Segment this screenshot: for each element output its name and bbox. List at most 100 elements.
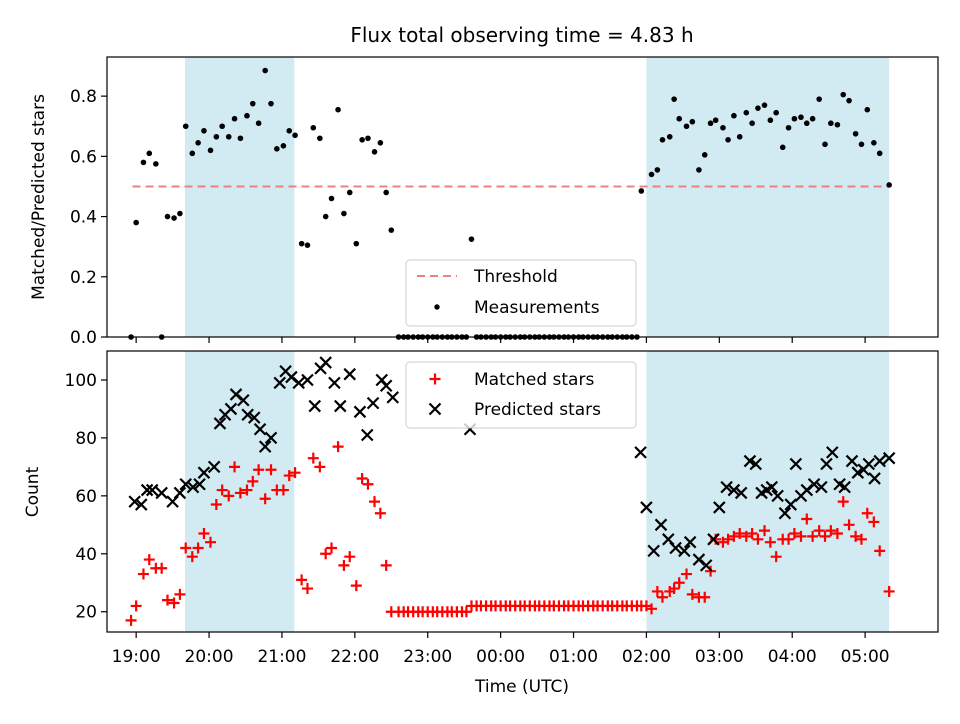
measurement-point bbox=[816, 96, 822, 102]
predicted-point bbox=[134, 498, 148, 511]
matched-point bbox=[699, 591, 711, 603]
matched-point bbox=[174, 588, 186, 600]
measurement-point bbox=[871, 140, 877, 146]
predicted-points bbox=[128, 356, 896, 572]
measurement-point bbox=[809, 115, 816, 122]
measurement-point bbox=[255, 120, 262, 127]
legend-measurement-swatch bbox=[434, 304, 440, 310]
measurement-point bbox=[712, 117, 719, 124]
measurement-point bbox=[317, 135, 323, 142]
top-x-ticks bbox=[135, 337, 866, 343]
measurement-point bbox=[749, 120, 755, 127]
top-y-ticks: 0.0 0.2 0.4 0.6 0.8 bbox=[70, 87, 107, 348]
measurement-point bbox=[201, 127, 207, 134]
predicted-point bbox=[654, 518, 668, 532]
matched-point bbox=[265, 464, 277, 476]
predicted-point bbox=[264, 431, 278, 445]
matched-point bbox=[673, 577, 685, 589]
legend-measurement-label: Measurements bbox=[474, 298, 600, 318]
x-tick-label: 22:00 bbox=[330, 647, 379, 667]
matched-point bbox=[874, 545, 886, 557]
measurement-point bbox=[146, 150, 153, 157]
legend-predicted-label: Predicted stars bbox=[474, 400, 601, 420]
bottom-legend-box bbox=[405, 361, 637, 429]
predicted-point bbox=[145, 483, 159, 497]
matched-point bbox=[788, 528, 800, 540]
predicted-point bbox=[308, 399, 322, 413]
matched-point bbox=[795, 530, 807, 542]
matched-point bbox=[289, 467, 301, 479]
measurement-point bbox=[249, 100, 256, 107]
matched-point bbox=[369, 496, 381, 508]
matched-point bbox=[668, 583, 680, 595]
measurement-point bbox=[468, 236, 475, 242]
y-tick-label: 60 bbox=[75, 487, 97, 507]
matched-point bbox=[326, 542, 338, 554]
measurement-point bbox=[791, 115, 798, 122]
matched-point bbox=[837, 496, 849, 508]
measurement-point bbox=[195, 140, 201, 146]
predicted-point bbox=[140, 483, 154, 497]
matched-point bbox=[374, 507, 386, 519]
predicted-point bbox=[789, 457, 803, 471]
y-tick-label: 40 bbox=[75, 545, 97, 565]
bottom-shaded-spans bbox=[184, 351, 890, 632]
measurement-point bbox=[213, 133, 220, 140]
matched-point bbox=[740, 530, 752, 542]
predicted-point bbox=[301, 373, 314, 387]
predicted-point bbox=[815, 480, 828, 494]
measurement-point bbox=[219, 123, 225, 130]
top-legend-box bbox=[405, 259, 637, 327]
predicted-point bbox=[868, 472, 881, 485]
measurement-point bbox=[755, 105, 761, 111]
matched-point bbox=[651, 585, 663, 597]
measurement-point bbox=[244, 112, 250, 119]
matched-point bbox=[320, 548, 332, 560]
measurement-point bbox=[886, 182, 892, 188]
predicted-point bbox=[292, 376, 305, 390]
predicted-point bbox=[360, 428, 374, 442]
predicted-point bbox=[720, 480, 733, 494]
measurement-point bbox=[383, 189, 389, 196]
matched-point bbox=[843, 519, 855, 531]
predicted-point bbox=[713, 501, 726, 514]
matched-point bbox=[338, 559, 350, 571]
measurement-point bbox=[666, 133, 673, 140]
y-tick-label: 100 bbox=[65, 371, 97, 391]
predicted-point bbox=[197, 466, 211, 479]
matched-point bbox=[223, 490, 235, 502]
matched-point bbox=[253, 464, 265, 476]
legend-matched-swatch bbox=[429, 373, 441, 385]
measurement-point bbox=[876, 150, 883, 157]
bottom-y-ticks: 20 40 60 80 100 bbox=[65, 371, 107, 623]
y-tick-label: 0.4 bbox=[70, 208, 97, 228]
predicted-point bbox=[862, 457, 876, 471]
measurement-point bbox=[779, 144, 786, 151]
matched-point bbox=[168, 597, 180, 609]
measurement-point bbox=[286, 127, 293, 134]
matched-point bbox=[186, 551, 198, 563]
x-tick-label: 20:00 bbox=[185, 647, 234, 667]
matched-point bbox=[764, 536, 776, 548]
matched-point bbox=[855, 533, 867, 545]
chart-title: Flux total observing time = 4.83 h bbox=[350, 23, 693, 47]
bottom-panel: 20 40 60 80 100 19:00 20:00 21:00 22:00 23:00 00:… bbox=[23, 350, 939, 697]
matched-point bbox=[807, 530, 819, 542]
predicted-point bbox=[128, 495, 141, 508]
measurement-point bbox=[140, 159, 147, 166]
predicted-point bbox=[699, 559, 713, 572]
measurement-point bbox=[231, 115, 238, 122]
matched-point bbox=[283, 470, 295, 482]
matched-point bbox=[198, 528, 210, 540]
matched-point bbox=[296, 574, 308, 586]
matched-point bbox=[356, 472, 368, 484]
measurement-point bbox=[335, 106, 341, 113]
measurement-point bbox=[736, 133, 743, 140]
predicted-point bbox=[820, 457, 833, 471]
x-axis-label: Time (UTC) bbox=[474, 677, 569, 697]
measurement-point bbox=[840, 91, 847, 98]
predicted-point bbox=[749, 457, 763, 471]
measurement-point bbox=[803, 120, 810, 127]
measurement-point bbox=[268, 100, 274, 107]
